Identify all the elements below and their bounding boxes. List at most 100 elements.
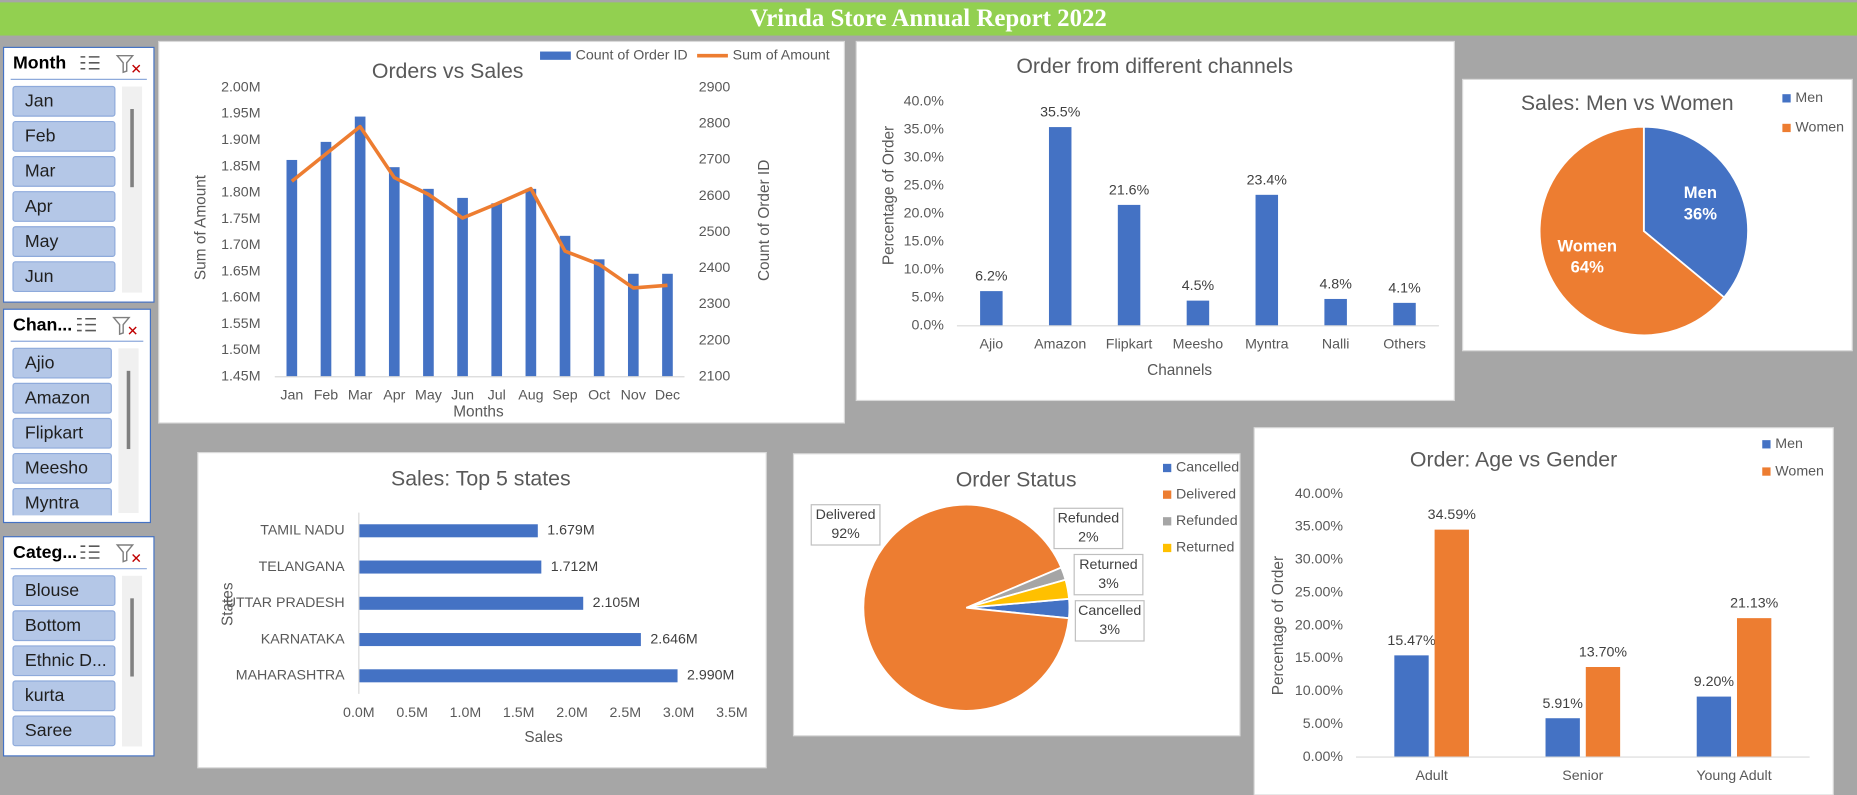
y-tick-label: 25.0% — [904, 178, 945, 194]
slicer-button[interactable] — [12, 680, 116, 712]
x-tick-label: Nov — [621, 387, 647, 403]
bar — [1585, 667, 1621, 758]
y-tick-label: TAMIL NADU — [260, 523, 344, 539]
multi-select-icon[interactable] — [76, 317, 96, 332]
callout-value: 92% — [831, 526, 860, 542]
bar — [1434, 529, 1469, 758]
pie-slice — [1642, 125, 1749, 299]
slicer-item: May — [25, 231, 59, 251]
bar — [1394, 655, 1429, 758]
clear-filter-icon[interactable] — [115, 54, 135, 74]
data-label: 21.13% — [1730, 596, 1779, 612]
callout-value: 3% — [1099, 622, 1120, 638]
slicer-button[interactable] — [12, 191, 116, 222]
slicer-button[interactable] — [12, 645, 116, 677]
callout-value: 2% — [1078, 530, 1099, 546]
legend-label: Refunded — [1176, 513, 1238, 529]
y-tick-label: 1.75M — [221, 211, 260, 227]
scrollbar-thumb[interactable] — [130, 109, 134, 188]
slicer-button[interactable] — [12, 575, 116, 607]
x-tick-label: 1.5M — [503, 705, 535, 721]
clear-filter-x — [132, 64, 141, 73]
bar — [1255, 194, 1279, 326]
multi-select-icon[interactable] — [80, 56, 100, 70]
x-tick-label: Jan — [280, 387, 303, 403]
y-tick-label: 2100 — [699, 369, 731, 385]
slicer-button[interactable] — [12, 261, 116, 293]
slicer-button[interactable] — [12, 417, 112, 449]
bar — [1393, 302, 1416, 326]
legend-label: Count of Order ID — [576, 47, 688, 63]
y-tick-label: 30.0% — [904, 150, 945, 166]
x-tick-label: Senior — [1562, 768, 1603, 784]
y-tick-label: MAHARASHTRA — [236, 668, 345, 684]
bar — [320, 141, 332, 377]
legend-swatch — [1162, 490, 1172, 499]
slicer-title: Chan... — [13, 315, 72, 335]
slicer-button[interactable] — [12, 347, 112, 379]
bar — [358, 560, 542, 574]
callout-label: Returned — [1079, 557, 1137, 573]
data-label: 9.20% — [1694, 674, 1735, 690]
slicer-item: Apr — [25, 196, 53, 216]
bar — [1545, 718, 1580, 758]
slicer-title: Month — [13, 53, 66, 73]
clear-filter-x — [128, 326, 137, 335]
legend-swatch — [1162, 463, 1172, 473]
slicer-button[interactable] — [12, 488, 112, 519]
data-label: 21.6% — [1109, 182, 1150, 198]
slicer-button[interactable] — [12, 382, 112, 414]
slicer: Chan... Ajio Amazon Flipkart Meesho Myntra — [2, 308, 151, 524]
data-label: 4.8% — [1319, 276, 1352, 292]
pie-slice — [862, 503, 1070, 712]
x-tick-label: 1.0M — [450, 705, 482, 721]
y-tick-label: 1.55M — [221, 316, 260, 332]
clear-filter-icon[interactable] — [115, 544, 135, 563]
y-tick-label: 35.00% — [1295, 519, 1344, 535]
legend-label: Sum of Amount — [733, 47, 830, 63]
slicer-button[interactable] — [12, 610, 116, 642]
bar — [1048, 127, 1072, 326]
slicer-button[interactable] — [12, 452, 112, 484]
legend-label: Men — [1795, 90, 1823, 106]
slicer-button[interactable] — [12, 156, 116, 187]
y-tick-label: 15.00% — [1295, 650, 1344, 666]
x-tick-label: Aug — [518, 387, 543, 403]
slicer-button[interactable] — [12, 85, 116, 117]
slicer-button[interactable] — [12, 715, 116, 747]
slicer-button[interactable] — [12, 226, 116, 257]
y-axis-title: Sum of Amount — [192, 174, 209, 280]
data-label: 35.5% — [1040, 105, 1081, 121]
slicer-item: Bottom — [25, 615, 81, 635]
data-label: 6.2% — [975, 269, 1008, 285]
bar — [457, 197, 468, 377]
scrollbar-track — [121, 86, 143, 293]
x-tick-label: Dec — [655, 387, 680, 403]
slicer-item: Feb — [25, 126, 56, 146]
slicer-button[interactable] — [12, 120, 116, 152]
x-tick-label: 2.5M — [610, 705, 642, 721]
data-label: 5.91% — [1543, 696, 1584, 712]
slicer-item: Jan — [25, 91, 54, 111]
y-tick-label: 2900 — [699, 79, 731, 95]
x-tick-label: Young Adult — [1696, 768, 1771, 784]
slicer-item: Mar — [25, 161, 56, 181]
scrollbar-thumb[interactable] — [126, 370, 131, 450]
legend-swatch — [1762, 440, 1771, 449]
slice-value: 64% — [1571, 258, 1604, 277]
x-tick-label: May — [415, 387, 443, 403]
slicer-item: Ethnic D... — [25, 650, 107, 670]
x-tick-label: Nalli — [1322, 337, 1350, 353]
x-tick-label: Amazon — [1034, 337, 1086, 353]
chart: Sales: Top 5 states 0.0M 0.5M 1.0M 1.5M 2.0M 2… — [197, 452, 767, 769]
chart: Order Status Cancelled 3% Delivered 92% Refun… — [792, 453, 1241, 737]
y-tick-label: 2500 — [699, 224, 731, 240]
chart-panel — [855, 40, 1455, 402]
clear-filter-icon[interactable] — [112, 316, 131, 336]
x-tick-label: 3.0M — [663, 705, 695, 721]
scrollbar-thumb[interactable] — [130, 598, 134, 677]
y-tick-label: 1.65M — [221, 263, 260, 279]
slicer: Month Jan Feb Mar Apr May Jun — [2, 46, 155, 303]
y-tick-label: 20.0% — [904, 206, 945, 222]
multi-select-icon[interactable] — [80, 545, 100, 559]
